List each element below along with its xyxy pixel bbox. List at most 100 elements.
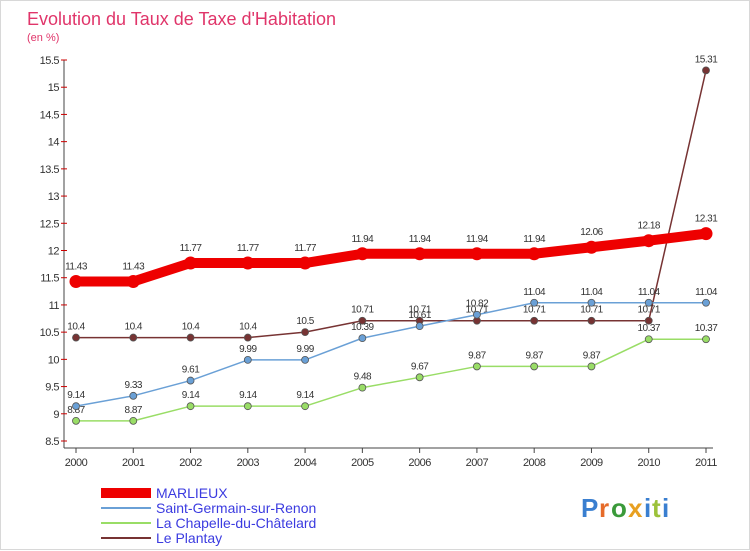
data-point	[358, 334, 367, 343]
x-tick-label: 2003	[237, 457, 260, 469]
logo-letter: o	[611, 493, 627, 523]
x-tick-label: 2002	[179, 457, 202, 469]
data-label: 11.04	[695, 287, 718, 298]
data-point	[69, 275, 83, 289]
y-tick-label: 12	[48, 246, 60, 258]
chart-subtitle: (en %)	[27, 32, 59, 44]
data-label: 11.43	[122, 262, 145, 273]
data-label: 8.87	[125, 405, 143, 416]
data-point	[301, 356, 309, 364]
data-point	[186, 333, 195, 342]
y-tick-label: 15.5	[40, 55, 60, 67]
data-point	[358, 383, 367, 392]
data-point	[587, 316, 596, 325]
data-point	[702, 335, 710, 344]
series-line	[75, 338, 707, 422]
data-point	[415, 322, 424, 331]
data-label: 12.18	[637, 221, 660, 232]
x-tick-label: 2011	[695, 457, 717, 469]
data-point	[243, 333, 252, 342]
data-label: 10.71	[351, 305, 374, 316]
x-tick-label: 2006	[408, 457, 431, 469]
series-line	[75, 302, 707, 407]
data-point	[129, 416, 138, 425]
data-label: 12.31	[695, 214, 718, 225]
data-point	[527, 247, 541, 261]
x-tick-label: 2000	[65, 457, 88, 469]
data-label: 11.94	[409, 234, 432, 245]
data-point	[530, 298, 539, 307]
data-label: 9.61	[182, 365, 200, 376]
data-label: 15.31	[695, 54, 718, 65]
data-point	[644, 298, 653, 307]
data-label: 9.67	[411, 361, 429, 372]
x-tick-label: 2007	[466, 457, 489, 469]
y-tick-label: 8.5	[45, 436, 59, 448]
data-label: 11.04	[638, 287, 661, 298]
logo-letter: x	[628, 493, 643, 523]
y-tick-label: 14.5	[40, 109, 60, 121]
data-point	[72, 402, 80, 411]
x-tick-label: 2004	[294, 457, 317, 469]
data-label: 9.14	[182, 390, 200, 401]
data-point	[473, 310, 481, 319]
data-point	[470, 247, 484, 261]
data-label: 9.99	[239, 344, 257, 355]
logo-letter: t	[652, 493, 661, 523]
y-tick-label: 12.5	[40, 218, 60, 230]
data-label: 11.77	[294, 243, 317, 254]
data-point	[298, 256, 312, 270]
data-label: 10.71	[580, 305, 603, 316]
data-label: 9.87	[583, 350, 601, 361]
data-label: 10.71	[408, 305, 431, 316]
data-label: 10.4	[182, 322, 200, 333]
data-label: 11.94	[523, 234, 546, 245]
legend-label: La Chapelle-du-Châtelard	[156, 515, 316, 531]
data-label: 10.5	[296, 316, 314, 327]
logo-letter: P	[581, 493, 598, 523]
data-point	[186, 402, 195, 411]
data-label: 8.87	[67, 405, 85, 416]
data-label: 10.71	[523, 305, 546, 316]
x-ticks: 2000 2001 2002 2003 2004 2005 2006 2007 2008 2009…	[65, 448, 718, 469]
data-point	[355, 247, 369, 261]
chart-title: Evolution du Taux de Taxe d'Habitation	[27, 9, 336, 29]
data-label: 11.77	[180, 243, 203, 254]
x-tick-label: 2005	[351, 457, 374, 469]
data-point	[644, 335, 653, 344]
y-tick-label: 13.5	[40, 164, 60, 176]
data-label: 10.4	[67, 322, 85, 333]
data-point	[702, 66, 710, 75]
y-tick-label: 10.5	[40, 327, 60, 339]
data-point	[243, 356, 252, 364]
data-label: 10.39	[351, 322, 374, 333]
data-point	[413, 247, 427, 261]
data-label: 10.71	[466, 305, 489, 316]
y-ticks: 8.5 9 9.5 10 10.5 11 11.5 12 12.5 13 13.5 14 14.5 15 1…	[40, 55, 67, 448]
legend-label: Le Plantay	[156, 530, 222, 546]
logo-letter: r	[599, 493, 609, 523]
data-point	[584, 240, 598, 254]
data-label: 10.4	[239, 322, 257, 333]
data-point	[184, 256, 198, 270]
data-label: 11.77	[237, 243, 260, 254]
y-tick-label: 15	[48, 82, 60, 94]
y-tick-label: 14	[48, 137, 60, 149]
data-label: 9.99	[296, 344, 314, 355]
logo-letter: i	[662, 493, 669, 523]
data-point	[301, 402, 309, 411]
data-point	[243, 402, 252, 411]
series-line	[71, 228, 711, 287]
data-point	[241, 256, 255, 270]
y-tick-label: 11.5	[40, 273, 59, 285]
series-line	[75, 69, 707, 339]
data-point	[72, 416, 80, 425]
data-label: 11.04	[523, 287, 546, 298]
data-point	[415, 373, 424, 382]
data-label: 10.82	[466, 299, 489, 310]
data-label: 9.48	[354, 372, 372, 383]
y-tick-label: 9	[53, 409, 59, 421]
